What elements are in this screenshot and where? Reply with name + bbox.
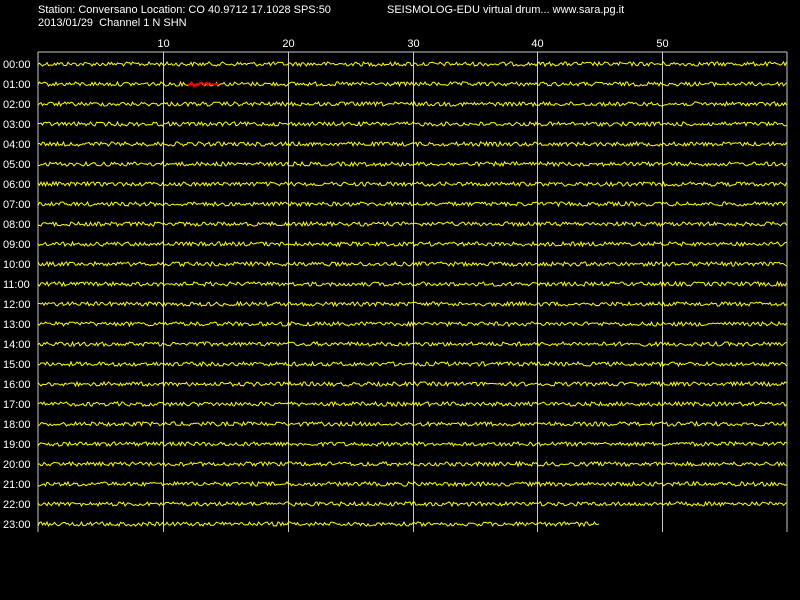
hour-row-label: 12:00 xyxy=(3,299,31,311)
hour-row-label: 07:00 xyxy=(3,199,31,211)
seismic-trace xyxy=(37,220,787,228)
hour-row-label: 20:00 xyxy=(3,459,31,471)
seismic-trace xyxy=(38,360,787,368)
seismic-trace xyxy=(37,420,787,428)
seismic-trace xyxy=(37,280,787,288)
hour-row-label: 19:00 xyxy=(3,439,31,451)
seismic-trace xyxy=(37,60,787,68)
x-tick-label: 10 xyxy=(157,38,169,50)
seismic-trace xyxy=(37,380,787,388)
hour-row-label: 10:00 xyxy=(3,259,31,271)
hour-row-label: 17:00 xyxy=(3,399,31,411)
seismic-trace xyxy=(37,320,787,328)
x-tick-label: 40 xyxy=(531,38,543,50)
hour-row-label: 02:00 xyxy=(3,99,31,111)
seismic-trace xyxy=(37,80,787,88)
seismic-trace xyxy=(37,460,787,468)
hour-row-label: 08:00 xyxy=(3,219,31,231)
x-tick-label: 50 xyxy=(656,38,668,50)
seismic-trace xyxy=(37,260,787,268)
date-channel-text: 2013/01/29 Channel 1 N SHN xyxy=(38,17,187,29)
hour-row-label: 06:00 xyxy=(3,179,31,191)
seismic-trace xyxy=(37,500,787,508)
seismic-trace xyxy=(37,120,787,128)
hour-row-label: 09:00 xyxy=(3,239,31,251)
seismic-trace xyxy=(37,400,787,408)
seismic-trace xyxy=(37,200,787,208)
hour-row-label: 00:00 xyxy=(3,59,31,71)
seismic-trace xyxy=(37,140,787,148)
seismic-trace xyxy=(37,440,787,448)
hour-row-label: 01:00 xyxy=(3,79,31,91)
seismic-trace xyxy=(37,240,787,248)
seismic-trace xyxy=(37,480,787,488)
hour-row-label: 04:00 xyxy=(3,139,31,151)
seismic-trace xyxy=(37,520,600,528)
hour-row-label: 18:00 xyxy=(3,419,31,431)
seismic-trace xyxy=(37,100,787,108)
seismic-event-trace xyxy=(187,80,220,89)
seismic-trace xyxy=(37,300,787,308)
hour-row-label: 03:00 xyxy=(3,119,31,131)
x-tick-label: 20 xyxy=(282,38,294,50)
x-tick-label: 30 xyxy=(407,38,419,50)
hour-row-label: 16:00 xyxy=(3,379,31,391)
seismic-trace xyxy=(37,180,787,188)
hour-row-label: 21:00 xyxy=(3,479,31,491)
hour-row-label: 15:00 xyxy=(3,359,31,371)
station-info-text: Station: Conversano Location: CO 40.9712… xyxy=(38,4,331,16)
hour-row-label: 11:00 xyxy=(3,279,30,291)
hour-row-label: 13:00 xyxy=(3,319,31,331)
hour-row-label: 23:00 xyxy=(3,519,31,531)
seismic-trace xyxy=(37,340,787,348)
app-title-text: SEISMOLOG-EDU virtual drum... www.sara.p… xyxy=(387,4,625,16)
hour-row-label: 22:00 xyxy=(3,499,31,511)
seismic-trace xyxy=(37,160,787,168)
hour-row-label: 14:00 xyxy=(3,339,31,351)
hour-row-label: 05:00 xyxy=(3,159,31,171)
